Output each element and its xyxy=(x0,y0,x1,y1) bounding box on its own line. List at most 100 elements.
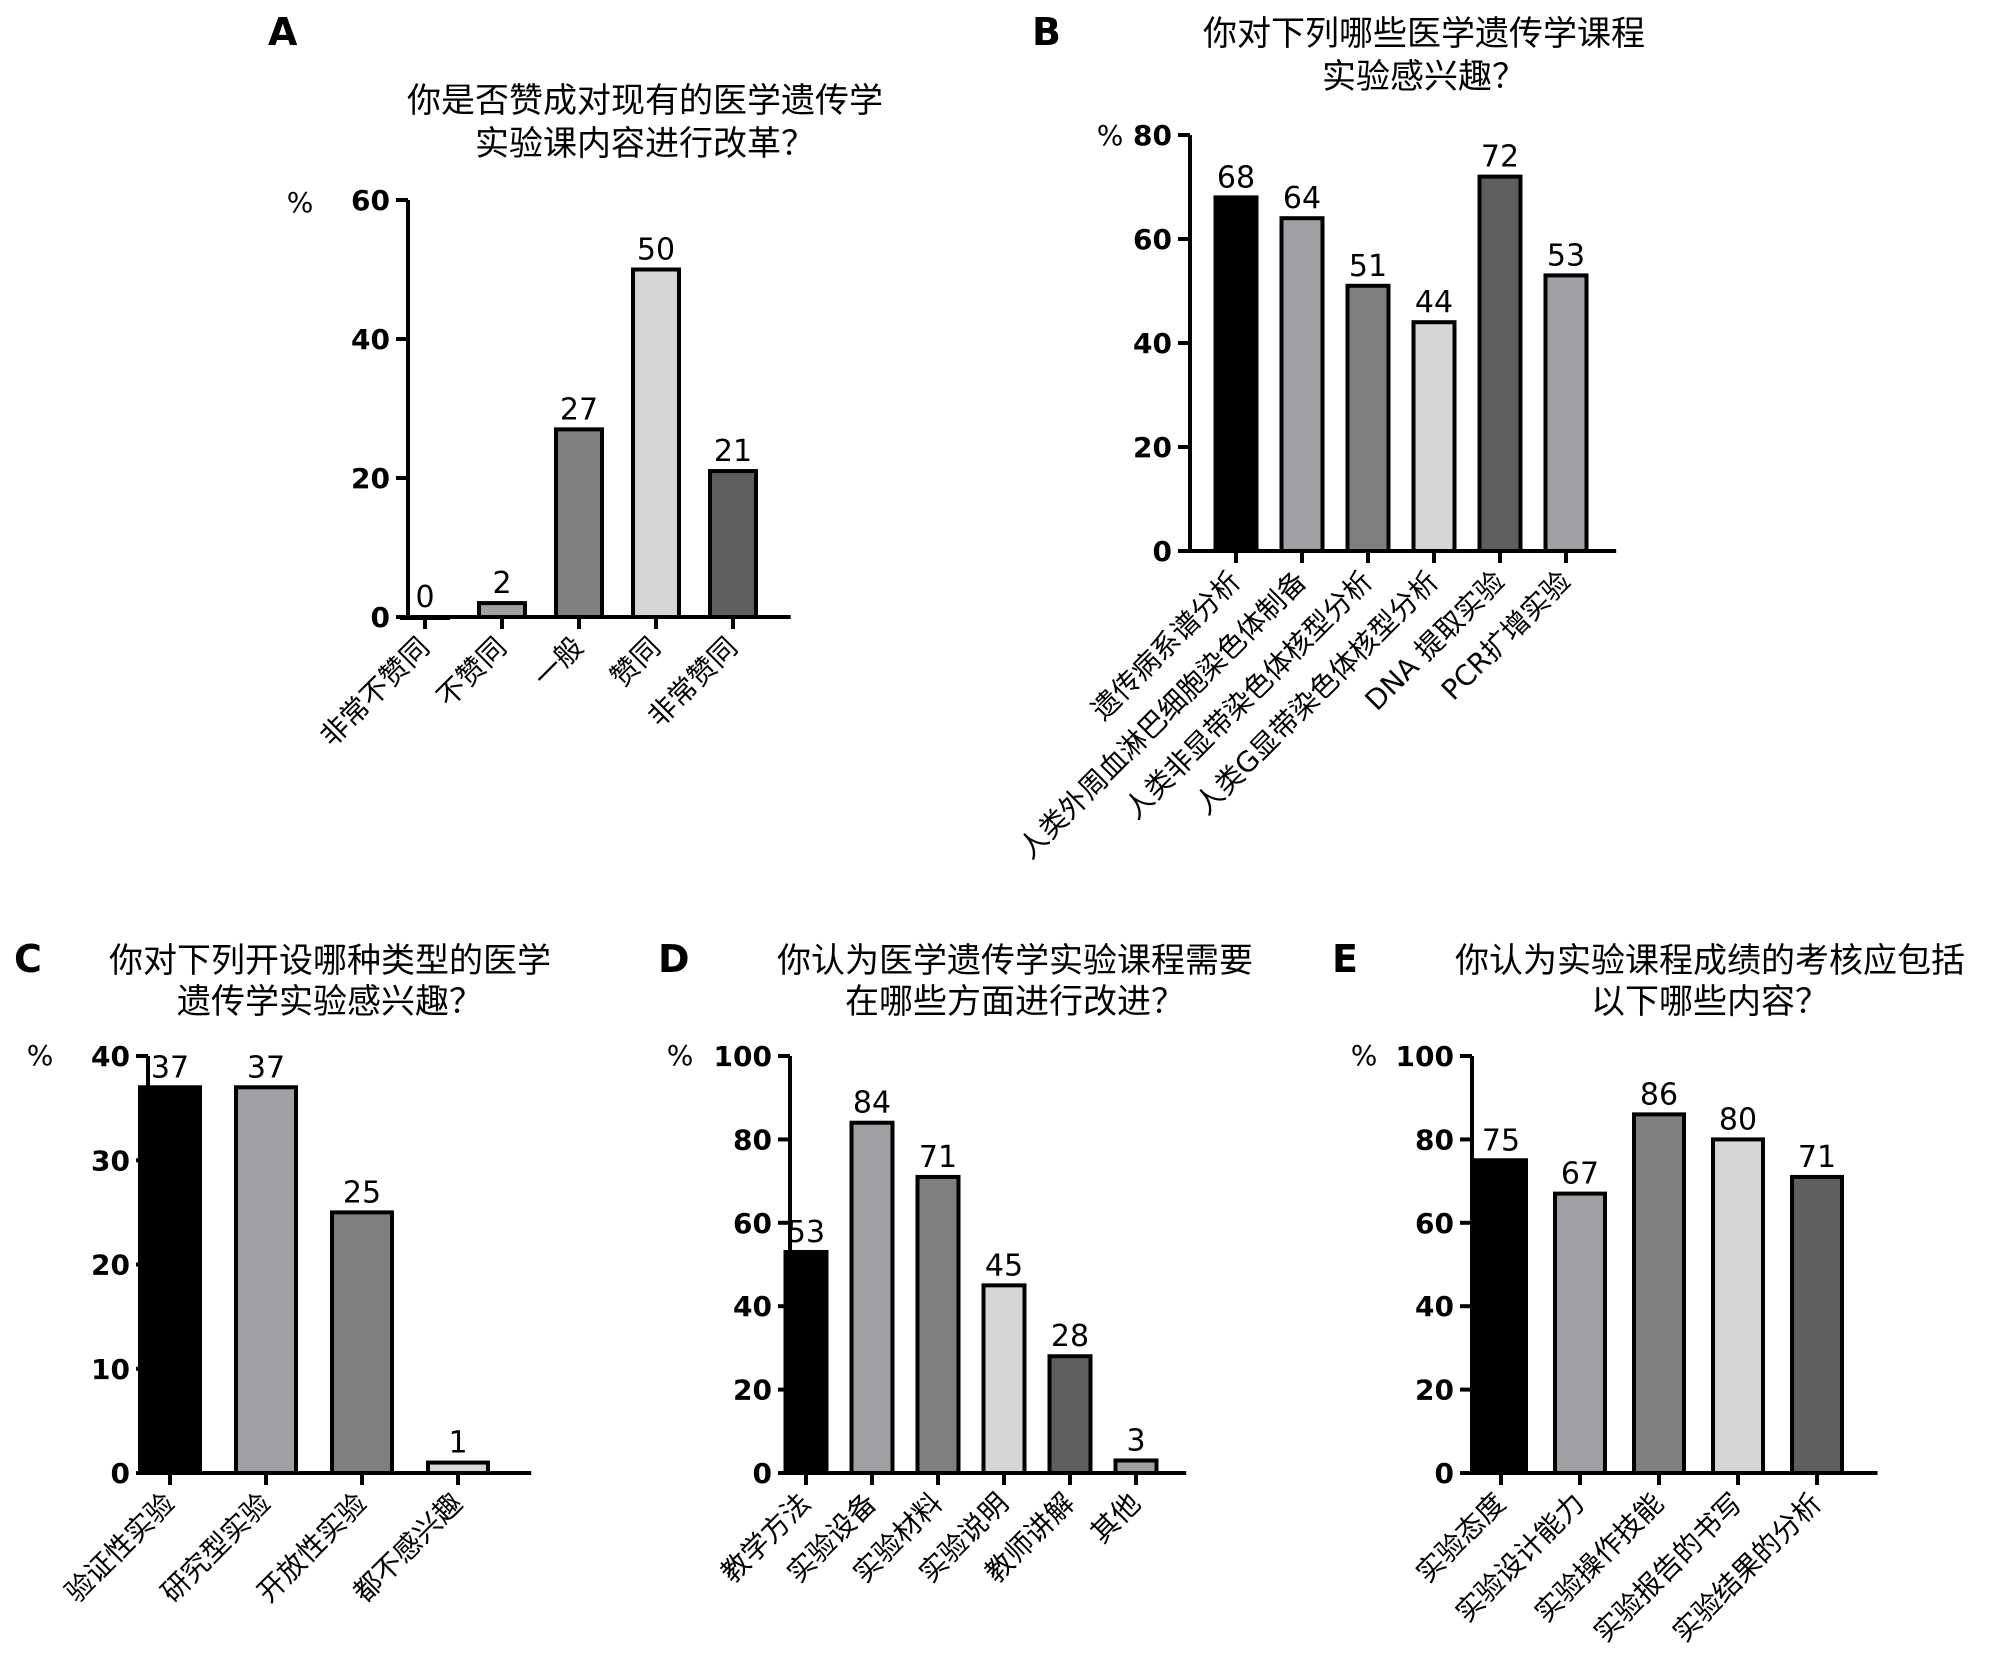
y-tick-label: 80 xyxy=(1415,1123,1454,1156)
panel-letter: E xyxy=(1332,937,1358,981)
data-label: 71 xyxy=(919,1140,957,1175)
y-tick-label: 60 xyxy=(1133,223,1172,256)
bar xyxy=(631,267,681,619)
y-axis-label: % xyxy=(1097,119,1124,152)
panel-letter: C xyxy=(14,937,42,981)
y-tick-label: 20 xyxy=(733,1374,772,1407)
bar xyxy=(1113,1458,1159,1475)
data-label: 37 xyxy=(151,1050,189,1085)
y-tick-label: 20 xyxy=(1415,1374,1454,1407)
data-label: 21 xyxy=(714,434,752,469)
bar xyxy=(849,1120,895,1475)
x-tick-label: 人类外周血淋巴细胞染色体制备 xyxy=(1012,565,1313,866)
data-label: 75 xyxy=(1482,1123,1520,1158)
y-tick-label: 100 xyxy=(714,1040,772,1073)
bar xyxy=(1790,1174,1844,1476)
chart-title-line: 你认为医学遗传学实验课程需要 xyxy=(777,941,1253,981)
bar xyxy=(330,1210,394,1475)
chart-title-line: 遗传学实验感兴趣？ xyxy=(177,982,483,1022)
chart-title-line: 实验课内容进行改革？ xyxy=(475,124,815,164)
data-label: 45 xyxy=(985,1248,1023,1283)
bar xyxy=(1553,1191,1607,1475)
bar xyxy=(1411,320,1457,554)
x-tick-label: 非常不赞同 xyxy=(314,631,436,753)
panel-letter: A xyxy=(268,10,298,54)
bar xyxy=(138,1085,202,1476)
chart-title-line: 你认为实验课程成绩的考核应包括 xyxy=(1455,941,1965,981)
y-tick-label: 80 xyxy=(1133,119,1172,152)
data-label: 53 xyxy=(1547,238,1585,273)
data-label: 2 xyxy=(492,566,511,601)
data-label: 53 xyxy=(787,1215,825,1250)
bar xyxy=(1213,195,1259,553)
panel-a: A你是否赞成对现有的医学遗传学实验课内容进行改革？%02040600非常不赞同2… xyxy=(268,10,883,753)
chart-title-line: 以下哪些内容？ xyxy=(1591,982,1829,1022)
bar xyxy=(981,1283,1027,1475)
y-axis-label: % xyxy=(667,1039,694,1072)
data-label: 68 xyxy=(1217,160,1255,195)
y-tick-label: 0 xyxy=(1435,1457,1454,1490)
y-axis-label: % xyxy=(27,1039,54,1072)
panel-e: E 你认为实验课程成绩的考核应包括以下哪些内容？%02040608010075实验… xyxy=(1332,937,1965,1649)
y-tick-label: 0 xyxy=(371,601,390,634)
bar xyxy=(1047,1354,1093,1475)
y-tick-label: 40 xyxy=(1415,1290,1454,1323)
data-label: 84 xyxy=(853,1086,891,1121)
bar xyxy=(1279,216,1325,553)
y-tick-label: 40 xyxy=(351,323,390,356)
bar xyxy=(915,1174,961,1476)
data-label: 51 xyxy=(1349,249,1387,284)
data-label: 3 xyxy=(1126,1423,1145,1458)
x-tick-label: 不赞同 xyxy=(430,631,513,714)
bar xyxy=(1474,1158,1528,1475)
y-tick-label: 0 xyxy=(753,1457,772,1490)
x-tick-label: 人类非显带染色体核型分析 xyxy=(1118,565,1379,826)
y-tick-label: 20 xyxy=(1133,431,1172,464)
bar xyxy=(783,1249,829,1475)
bar xyxy=(554,427,604,619)
data-label: 72 xyxy=(1481,140,1519,175)
y-tick-label: 0 xyxy=(1153,535,1172,568)
panel-letter: D xyxy=(658,937,690,981)
data-label: 67 xyxy=(1561,1157,1599,1192)
y-axis-label: % xyxy=(287,186,314,219)
y-tick-label: 20 xyxy=(91,1249,130,1282)
bar xyxy=(1345,283,1391,553)
y-tick-label: 40 xyxy=(733,1290,772,1323)
bar xyxy=(708,469,758,619)
data-label: 86 xyxy=(1640,1077,1678,1112)
data-label: 0 xyxy=(415,580,434,615)
y-tick-label: 30 xyxy=(91,1144,130,1177)
data-label: 25 xyxy=(343,1175,381,1210)
chart-title-line: 你是否赞成对现有的医学遗传学 xyxy=(407,81,883,121)
panel-b: B 你对下列哪些医学遗传学课程实验感兴趣？%02040608068遗传病系谱分析6… xyxy=(1012,10,1645,865)
y-tick-label: 0 xyxy=(111,1457,130,1490)
bar xyxy=(1543,273,1589,553)
y-tick-label: 20 xyxy=(351,462,390,495)
data-label: 27 xyxy=(560,392,598,427)
bar xyxy=(477,601,527,619)
bar xyxy=(426,1460,490,1475)
chart-title-line: 你对下列哪些医学遗传学课程 xyxy=(1203,14,1645,54)
y-tick-label: 40 xyxy=(91,1040,130,1073)
data-label: 1 xyxy=(448,1426,467,1461)
y-tick-label: 100 xyxy=(1396,1040,1454,1073)
data-label: 37 xyxy=(247,1050,285,1085)
y-tick-label: 60 xyxy=(1415,1207,1454,1240)
data-label: 44 xyxy=(1415,285,1453,320)
bar xyxy=(1632,1112,1686,1475)
data-label: 64 xyxy=(1283,181,1321,216)
bar xyxy=(234,1085,298,1476)
bar xyxy=(1711,1137,1765,1476)
y-tick-label: 10 xyxy=(91,1353,130,1386)
y-tick-label: 60 xyxy=(351,184,390,217)
y-tick-label: 60 xyxy=(733,1207,772,1240)
panel-letter: B xyxy=(1032,10,1061,54)
data-label: 50 xyxy=(637,233,675,268)
x-tick-label: 一般 xyxy=(527,631,590,694)
data-label: 28 xyxy=(1051,1319,1089,1354)
y-tick-label: 40 xyxy=(1133,327,1172,360)
chart-title-line: 实验感兴趣？ xyxy=(1322,57,1526,97)
